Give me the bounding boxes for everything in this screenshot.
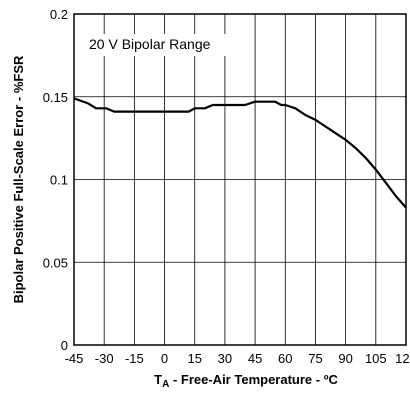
series-line [73, 97, 407, 209]
y-tick-label: 0.2 [50, 7, 68, 22]
x-tick-label: -45 [65, 351, 84, 366]
annotation-box [84, 34, 242, 56]
annotation-label: 20 V Bipolar Range [89, 36, 211, 52]
x-tick-label: 90 [338, 351, 352, 366]
x-tick-label: 105 [365, 351, 387, 366]
y-tick-label: 0.05 [43, 255, 68, 270]
x-tick-label: 30 [218, 351, 232, 366]
x-tick-label: 60 [278, 351, 292, 366]
x-tick-label: 0 [161, 351, 168, 366]
x-axis-title-subscript: A [162, 379, 169, 390]
y-tick-label: 0.15 [43, 90, 68, 105]
x-axis-title: TA - Free-Air Temperature - ºC [154, 372, 338, 390]
x-tick-label: -30 [95, 351, 114, 366]
x-tick-label: 75 [308, 351, 322, 366]
y-tick-label: 0.1 [50, 173, 68, 188]
x-tick-label: 15 [187, 351, 201, 366]
x-axis-title-rest: - Free-Air Temperature - ºC [169, 372, 338, 387]
y-tick-label: 0 [61, 338, 68, 353]
grid [74, 14, 406, 345]
x-tick-label: 120 [395, 351, 410, 366]
series-layer [73, 97, 407, 209]
x-tick-label: 45 [248, 351, 262, 366]
x-axis-title-main: T [154, 372, 162, 387]
plot-frame [73, 13, 407, 346]
x-tick-labels: -45 -30 -15 0 15 30 45 60 75 90 105 120 [65, 351, 410, 366]
y-tick-labels: 0 0.05 0.1 0.15 0.2 [43, 7, 68, 353]
x-tick-label: -15 [125, 351, 144, 366]
y-axis-title: Bipolar Positive Full-Scale Error - %FSR [11, 55, 26, 303]
